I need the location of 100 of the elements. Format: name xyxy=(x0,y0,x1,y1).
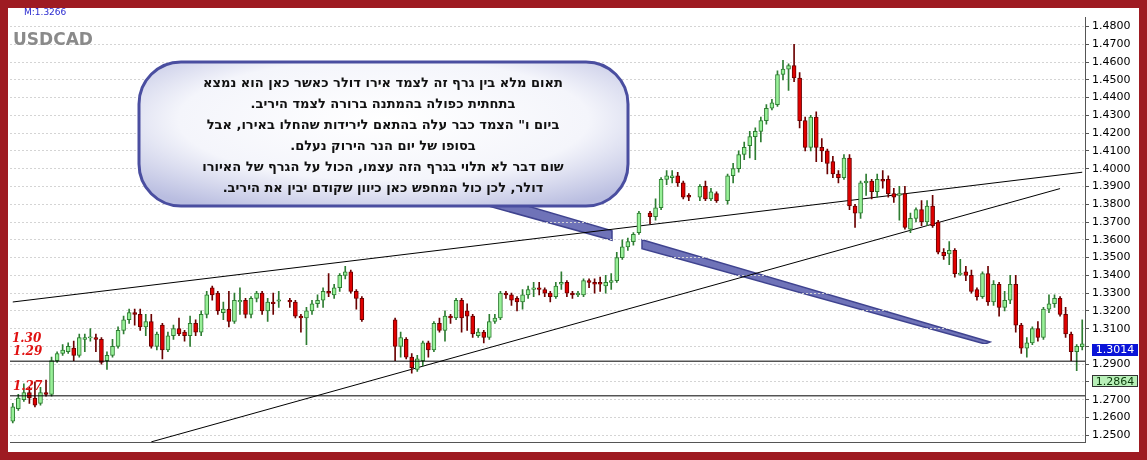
candlestick xyxy=(49,356,54,397)
candlestick xyxy=(725,173,730,205)
candlestick xyxy=(1002,290,1007,312)
candlestick xyxy=(786,63,791,91)
y-tick-label: 1.3700 xyxy=(1092,214,1131,228)
annotation: 1.30 xyxy=(12,331,42,345)
candlestick xyxy=(1063,306,1068,338)
candlestick xyxy=(304,306,309,345)
candlestick xyxy=(43,379,49,397)
candlestick xyxy=(908,212,913,233)
candlestick xyxy=(581,278,586,297)
candlestick xyxy=(858,180,863,219)
candlestick xyxy=(193,319,198,337)
candlestick xyxy=(1074,344,1080,371)
candlestick xyxy=(232,292,237,324)
candlestick xyxy=(559,271,564,290)
y-tick-label: 1.2700 xyxy=(1092,392,1131,406)
candlestick xyxy=(703,180,708,201)
y-tick-label: 1.4400 xyxy=(1092,90,1131,104)
y-tick-label: 1.3300 xyxy=(1092,285,1131,299)
candlestick xyxy=(531,282,536,297)
y-tick-label: 1.4100 xyxy=(1092,143,1131,157)
ref-line-label: 1.29 xyxy=(13,344,43,359)
y-tick-label: 1.4500 xyxy=(1092,72,1131,86)
candlestick xyxy=(121,315,126,335)
text: M:1.3266 xyxy=(24,7,67,17)
y-tick-label: 1.4000 xyxy=(1092,161,1131,175)
candlestick xyxy=(171,324,176,340)
candlestick xyxy=(293,299,298,319)
candlestick xyxy=(426,340,431,358)
candlestick xyxy=(509,292,514,306)
candlestick xyxy=(930,195,935,228)
y-tick-label: 1.2500 xyxy=(1092,428,1131,442)
candlestick xyxy=(619,239,625,260)
candlestick xyxy=(437,317,442,333)
candlestick xyxy=(536,282,542,296)
y-tick-label: 1.2900 xyxy=(1092,357,1131,371)
candlestick xyxy=(243,298,248,319)
candlestick xyxy=(775,70,780,107)
y-tick-label: 1.3400 xyxy=(1092,268,1131,282)
candlestick xyxy=(797,72,802,129)
candlestick xyxy=(603,274,609,294)
candlestick xyxy=(486,314,492,340)
text: 1.3014 xyxy=(1092,343,1138,356)
y-tick-label: 1.3900 xyxy=(1092,179,1131,193)
candlestick xyxy=(869,179,874,200)
candlestick xyxy=(669,170,675,184)
candlestick xyxy=(1030,326,1035,345)
candlestick xyxy=(354,289,359,310)
candlestick xyxy=(326,273,331,297)
candlestick xyxy=(597,276,603,292)
candlestick xyxy=(980,271,985,299)
text: 1.2864 xyxy=(1092,375,1138,388)
candlestick xyxy=(752,127,758,161)
candlestick xyxy=(969,269,974,294)
y-tick-label: 1.4600 xyxy=(1092,54,1131,68)
y-tick-label: 1.4700 xyxy=(1092,37,1131,51)
candlestick xyxy=(265,298,270,322)
candlestick xyxy=(631,232,636,246)
y-tick-label: 1.4800 xyxy=(1092,19,1131,33)
candlestick xyxy=(664,170,669,186)
candlestick xyxy=(897,186,902,221)
candlestick xyxy=(498,290,503,321)
y-tick-label: 1.3800 xyxy=(1092,197,1131,211)
candlestick xyxy=(88,328,93,342)
y-tick-label: 1.4200 xyxy=(1092,125,1131,139)
candlestick xyxy=(132,308,138,326)
candlestick xyxy=(736,150,741,173)
candlestick xyxy=(470,314,476,338)
candlestick xyxy=(714,191,719,203)
y-tick-label: 1.3500 xyxy=(1092,250,1131,264)
candlestick xyxy=(946,241,952,265)
candlestick xyxy=(825,148,830,175)
candlestick xyxy=(520,289,525,310)
candlestick xyxy=(1041,306,1046,340)
candlestick xyxy=(99,337,104,365)
y-tick-label: 1.2600 xyxy=(1092,410,1131,424)
candlestick xyxy=(110,338,115,358)
candlestick xyxy=(847,154,852,210)
candlestick xyxy=(836,170,841,184)
candlestick xyxy=(182,330,187,342)
candlestick xyxy=(276,290,282,308)
candlestick xyxy=(919,200,924,226)
candlestick xyxy=(608,273,614,290)
candlestick xyxy=(60,344,65,356)
candlestick xyxy=(221,301,226,321)
candlestick xyxy=(93,333,99,353)
candlestick xyxy=(82,333,88,353)
candlestick xyxy=(686,193,692,201)
candlestick xyxy=(315,294,320,308)
candlestick xyxy=(819,138,825,162)
y-tick-label: 1.3100 xyxy=(1092,321,1131,335)
candlestick xyxy=(1052,294,1057,308)
candlestick xyxy=(254,290,259,303)
candlestick xyxy=(459,298,464,333)
candlestick xyxy=(991,280,996,306)
y-tick-label: 1.3200 xyxy=(1092,303,1131,317)
candlestick xyxy=(160,322,165,360)
y-tick-label: 1.3600 xyxy=(1092,232,1131,246)
candlestick xyxy=(957,259,963,276)
